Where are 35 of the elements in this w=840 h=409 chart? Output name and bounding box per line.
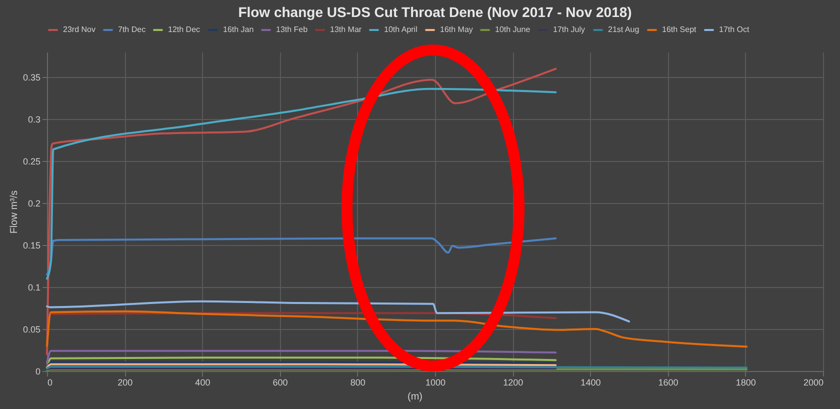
legend-label: 16th Jan [223,25,254,34]
y-tick-label: 0.25 [22,156,40,167]
x-tick-label: 200 [118,378,133,388]
x-tick-label: 1400 [580,378,601,388]
legend-label: 13th Feb [276,25,308,34]
y-tick-label: 0.1 [28,282,40,293]
x-tick-label: 2000 [803,378,824,388]
y-axis-title: Flow m³/s [8,190,20,234]
legend-label: 16th May [440,25,473,34]
y-tick-label: 0.2 [28,198,40,209]
legend-label: 10th April [384,25,418,34]
legend-label: 17th Oct [719,25,750,34]
x-axis-title: (m) [408,392,422,402]
x-tick-label: 600 [272,378,288,388]
legend-label: 16th Sept [662,25,698,34]
x-tick-label: 800 [350,378,366,388]
y-tick-label: 0.35 [22,72,40,83]
y-tick-label: 0.3 [28,114,40,125]
y-tick-label: 0 [35,366,40,376]
x-tick-label: 0 [48,378,53,388]
x-tick-label: 1200 [503,378,524,388]
y-tick-label: 0.15 [22,240,40,251]
x-tick-label: 1000 [425,378,446,388]
legend-label: 17th July [553,25,586,34]
chart-title: Flow change US-DS Cut Throat Dene (Nov 2017 - Nov 2018) [238,4,632,20]
legend-label: 7th Dec [118,25,146,34]
x-tick-label: 1600 [658,378,678,388]
x-tick-label: 1800 [736,378,756,388]
x-tick-label: 400 [195,378,210,388]
legend-label: 10th June [495,25,531,34]
y-tick-label: 0.05 [22,324,40,335]
legend-label: 12th Dec [168,25,200,34]
legend-label: 13th Mar [330,25,362,34]
legend-label: 23rd Nov [63,25,96,34]
legend-label: 21st Aug [608,25,640,34]
